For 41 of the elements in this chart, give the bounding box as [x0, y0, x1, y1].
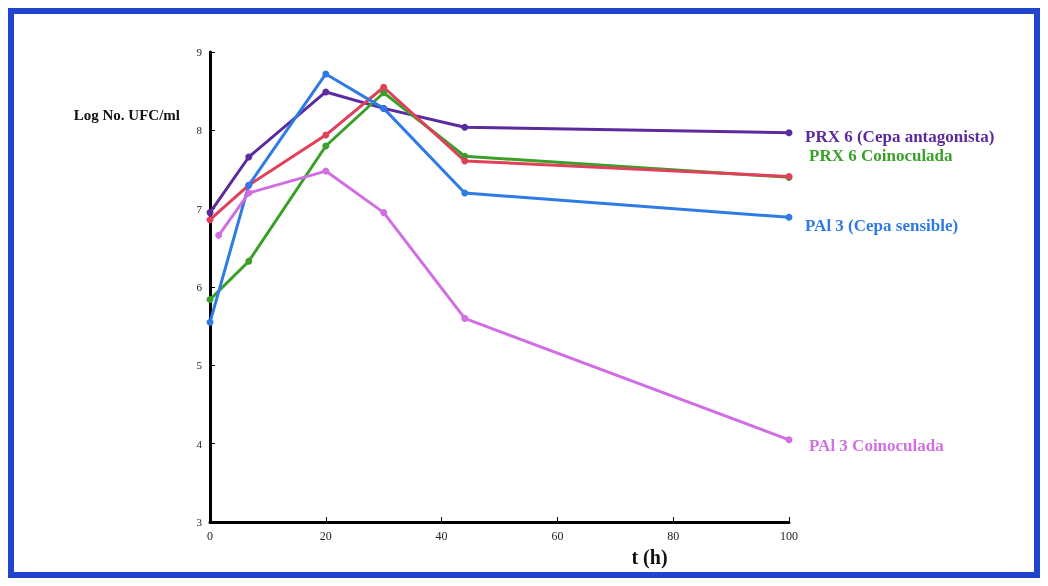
point — [206, 318, 214, 326]
series-label: PRX 6 Coinoculada — [809, 145, 954, 165]
point — [380, 83, 388, 91]
point — [785, 436, 793, 444]
y-tick-label: 8 — [196, 124, 203, 137]
point — [322, 142, 330, 150]
y-tick-label: 5 — [196, 359, 203, 372]
point — [206, 216, 214, 224]
series-label: PRX 6 (Cepa antagonista) — [805, 127, 995, 147]
point — [785, 213, 793, 221]
x-tick-label: 40 — [435, 529, 448, 544]
y-tick-label: 7 — [196, 202, 203, 215]
x-tick-label: 20 — [319, 529, 332, 544]
point — [785, 129, 793, 137]
point — [245, 189, 253, 197]
x-axis-title: t (h) — [631, 546, 668, 569]
point — [215, 231, 223, 239]
x-tick-label: 60 — [551, 529, 564, 544]
point — [322, 131, 330, 139]
point — [206, 296, 214, 304]
point — [322, 88, 330, 96]
y-axis-title: Log No. UFC/ml — [73, 106, 180, 123]
point — [461, 189, 469, 197]
series-label: PAl 3 (Cepa sensible) — [805, 215, 959, 235]
y-tick-label: 9 — [196, 46, 203, 58]
x-tick-label: 0 — [207, 529, 213, 544]
point — [380, 209, 388, 217]
point — [461, 314, 469, 322]
point — [322, 70, 330, 78]
x-tick-label: 100 — [780, 529, 798, 544]
point — [245, 153, 253, 161]
y-tick-label: 6 — [196, 281, 203, 294]
y-tick-label: 4 — [196, 437, 203, 450]
point — [322, 167, 330, 175]
series-label: PAl 3 Coinoculada — [809, 436, 945, 456]
x-tick-label: 80 — [667, 529, 680, 544]
y-tick-label: 3 — [196, 516, 203, 529]
point — [461, 157, 469, 165]
point — [461, 123, 469, 131]
point — [245, 257, 253, 265]
point — [206, 209, 214, 217]
